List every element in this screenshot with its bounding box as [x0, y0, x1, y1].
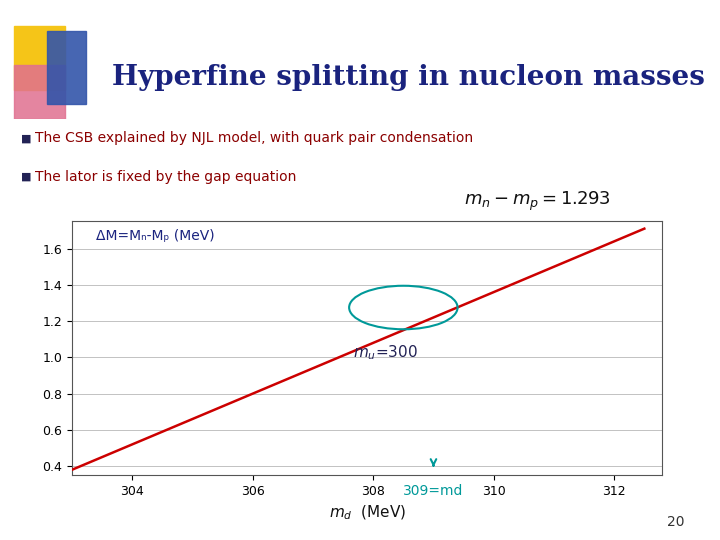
Text: Hyperfine splitting in nucleon masses: Hyperfine splitting in nucleon masses [112, 64, 704, 91]
Text: The CSB explained by NJL model, with quark pair condensation: The CSB explained by NJL model, with qua… [35, 131, 473, 145]
Text: ■: ■ [22, 133, 32, 143]
Text: ΔM=Mₙ-Mₚ (MeV): ΔM=Mₙ-Mₚ (MeV) [96, 229, 215, 243]
Text: $m_n - m_p = 1.293$: $m_n - m_p = 1.293$ [464, 190, 611, 213]
Bar [47, 31, 86, 104]
Text: ■: ■ [22, 172, 32, 182]
Bar [14, 26, 65, 90]
Text: 20: 20 [667, 515, 684, 529]
X-axis label: $m_d$  (MeV): $m_d$ (MeV) [328, 503, 406, 522]
Text: 309=md: 309=md [403, 484, 464, 498]
Text: The lator is fixed by the gap equation: The lator is fixed by the gap equation [35, 170, 297, 184]
Bar [14, 65, 65, 119]
Text: $m_u$=300: $m_u$=300 [353, 343, 418, 362]
